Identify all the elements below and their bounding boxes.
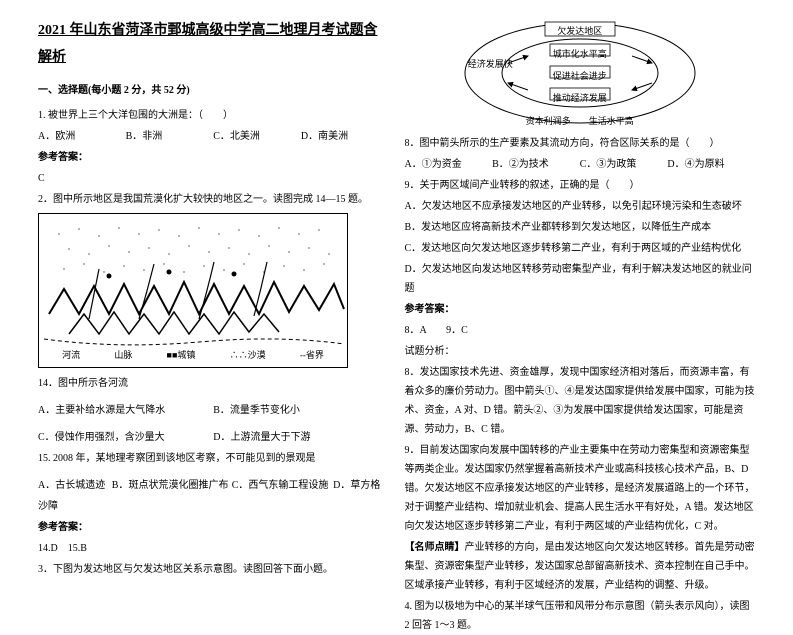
q1-opt-d: D．南美洲 (301, 127, 389, 146)
q15-opt-b: B．斑点状荒漠化圈推广布 (112, 476, 232, 495)
legend-river: 河流 (62, 347, 80, 364)
figure-map-legend: 河流 山脉 ■■城镇 ∴∴沙漠 --省界 (39, 347, 347, 364)
fig-top: 欠发达地区 (460, 23, 700, 40)
q15-opt-c: C．西气东输工程设施 (232, 476, 333, 495)
right-column: 欠发达地区 城市化水平高 促进社会进步 推动经济发展 经济发展快 资本利润多 生… (397, 18, 764, 551)
q8-options: A．①为资金 B．②为技术 C．③为政策 D．④为原料 (405, 155, 756, 174)
q8-opt-c: C．③为政策 (580, 155, 668, 174)
q14-opt-b: B．流量季节变化小 (213, 401, 388, 420)
section-heading: 一、选择题(每小题 2 分，共 52 分) (38, 81, 389, 100)
q9-opt-b: B．发达地区应将高新技术产业都转移到欠发达地区，以降低生产成本 (405, 218, 756, 237)
fig-tl: 经济发展快 (468, 56, 513, 73)
q1-answer-label: 参考答案： (38, 148, 389, 167)
q2-answer-label: 参考答案： (38, 518, 389, 537)
q14-opt-a: A．主要补给水源是大气降水 (38, 401, 213, 420)
q3-answer-label: 参考答案： (405, 300, 756, 319)
exp-label: 试题分析： (405, 342, 756, 361)
q1-options: A．欧洲 B．非洲 C．北美洲 D．南美洲 (38, 127, 389, 146)
left-column: 2021 年山东省菏泽市鄄城高级中学高二地理月考试题含解析 一、选择题(每小题 … (30, 18, 397, 551)
fig-bot: 资本利润多 生活水平高 (460, 113, 700, 130)
q15-opt-a: A．古长城遗迹 (38, 476, 112, 495)
q14-stem: 14．图中所示各河流 (38, 374, 389, 393)
q8-opt-b: B．②为技术 (492, 155, 580, 174)
legend-town: ■■城镇 (167, 347, 196, 364)
q1-answer: C (38, 169, 389, 188)
q9-opt-a: A．欠发达地区不应承接发达地区的产业转移，以免引起环境污染和生态破坏 (405, 197, 756, 216)
legend-border: --省界 (300, 347, 324, 364)
fig-tr: 推动经济发展 (460, 90, 700, 107)
legend-desert: ∴∴沙漠 (230, 347, 266, 364)
q8-opt-a: A．①为资金 (405, 155, 493, 174)
figure-diagram: 欠发达地区 城市化水平高 促进社会进步 推动经济发展 经济发展快 资本利润多 生… (460, 18, 700, 128)
q15-stem: 15. 2008 年，某地理考察团到该地区考察，不可能见到的景观是 (38, 449, 389, 468)
figure-map: 河流 山脉 ■■城镇 ∴∴沙漠 --省界 (38, 213, 348, 368)
q2-answer: 14.D 15.B (38, 539, 389, 558)
q14-opt-c: C．侵蚀作用强烈，含沙量大 (38, 428, 213, 447)
legend-mountain: 山脉 (114, 347, 132, 364)
q15-row: A．古长城遗迹 B．斑点状荒漠化圈推广布 C．西气东输工程设施 D．草方格 (38, 476, 389, 495)
tip: 【名师点睛】产业转移的方向，是由发达地区向欠发达地区转移。首先是劳动密集型、资源… (405, 538, 756, 595)
q8-opt-d: D．④为原料 (667, 155, 755, 174)
q8-stem: 8．图中箭头所示的生产要素及其流动方向，符合区际关系的是（ ） (405, 134, 756, 153)
figure-diagram-wrap: 欠发达地区 城市化水平高 促进社会进步 推动经济发展 经济发展快 资本利润多 生… (405, 18, 756, 128)
q1-opt-c: C．北美洲 (213, 127, 301, 146)
q9-stem: 9．关于两区域间产业转移的叙述，正确的是（ ） (405, 176, 756, 195)
q15-opt-d-cont: 沙障 (38, 497, 389, 516)
q14-row2: C．侵蚀作用强烈，含沙量大 D．上游流量大于下游 (38, 428, 389, 447)
q1-opt-b: B．非洲 (126, 127, 214, 146)
exp8: 8．发达国家技术先进、资金雄厚，发现中国家经济相对落后，而资源丰富，有着众多的廉… (405, 363, 756, 439)
q2-stem: 2．图中所示地区是我国荒漠化扩大较快的地区之一。读图完成 14—15 题。 (38, 190, 389, 209)
exp9: 9．目前发达国家向发展中国转移的产业主要集中在劳动力密集型和资源密集型等两类企业… (405, 441, 756, 536)
q15-opt-d: D．草方格 (333, 476, 388, 495)
q9-opt-d: D．欠发达地区向发达地区转移劳动密集型产业，有利于解决发达地区的就业问题 (405, 260, 756, 298)
q3-stem: 3．下图为发达地区与欠发达地区关系示意图。读图回答下面小题。 (38, 560, 389, 579)
q4-stem: 4. 图为以极地为中心的某半球气压带和风带分布示意图（箭头表示风向），读图 2 … (405, 597, 756, 635)
q9-opt-c: C．发达地区向欠发达地区逐步转移第二产业，有利于两区域的产业结构优化 (405, 239, 756, 258)
q1-opt-a: A．欧洲 (38, 127, 126, 146)
q14-opt-d: D．上游流量大于下游 (213, 428, 388, 447)
exam-title: 2021 年山东省菏泽市鄄城高级中学高二地理月考试题含解析 (38, 18, 389, 71)
q1-stem: 1. 被世界上三个大洋包围的大洲是：（ ） (38, 106, 389, 125)
q14-row1: A．主要补给水源是大气降水 B．流量季节变化小 (38, 401, 389, 420)
q3-answer: 8．A 9．C (405, 321, 756, 340)
